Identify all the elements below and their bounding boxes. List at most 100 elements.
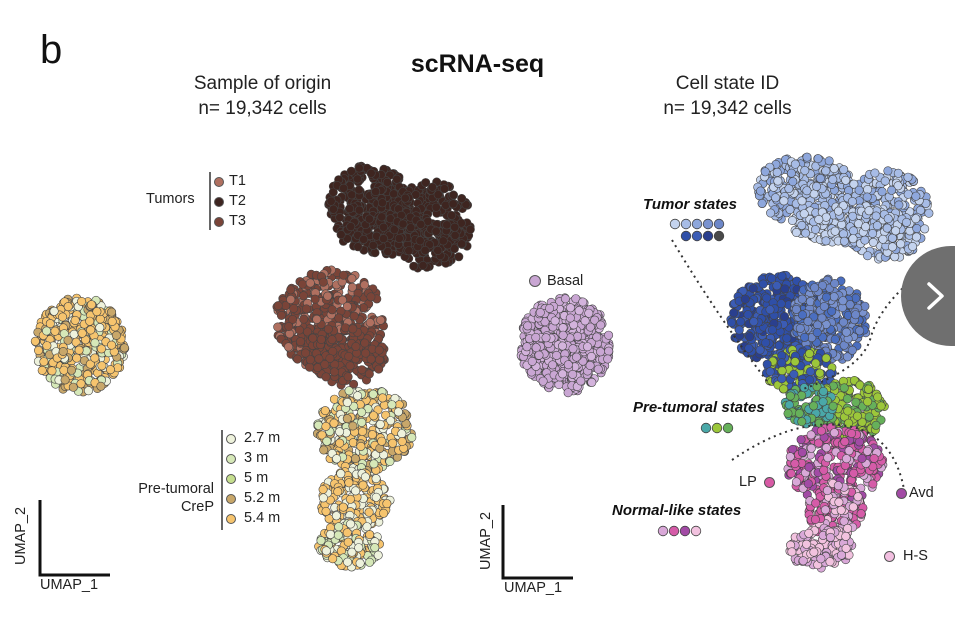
- cell-point: [799, 209, 809, 219]
- cell-point: [812, 182, 822, 192]
- cell-point: [322, 436, 332, 446]
- cell-point: [788, 177, 798, 187]
- cell-point: [397, 429, 407, 439]
- cell-point: [797, 220, 807, 230]
- cell-point: [782, 333, 792, 343]
- cell-point: [558, 369, 568, 379]
- cell-point: [780, 284, 790, 294]
- cell-point: [374, 345, 384, 355]
- cell-point: [755, 345, 765, 355]
- cell-point: [334, 313, 344, 323]
- cell-point: [765, 367, 775, 377]
- scatter-points: [30, 152, 934, 573]
- cell-point: [772, 281, 782, 291]
- cell-point: [736, 317, 746, 327]
- cell-point: [49, 306, 59, 316]
- cell-point: [431, 226, 441, 236]
- cell-point: [364, 369, 374, 379]
- cell-point: [815, 173, 825, 183]
- cell-point: [406, 223, 416, 233]
- cell-point: [342, 397, 352, 407]
- cell-point: [325, 529, 335, 539]
- cell-point: [448, 190, 458, 200]
- cell-point: [558, 330, 568, 340]
- cell-point: [58, 346, 68, 356]
- cell-point: [573, 331, 583, 341]
- cell-point: [297, 279, 307, 289]
- cell-point: [348, 324, 358, 334]
- cell-point: [890, 252, 900, 262]
- cell-point: [442, 220, 452, 230]
- cell-point: [871, 211, 881, 221]
- cell-point: [604, 346, 614, 356]
- cell-point: [604, 330, 614, 340]
- cell-point: [371, 187, 381, 197]
- cell-point: [361, 348, 371, 358]
- cell-point: [371, 474, 381, 484]
- cell-point: [321, 421, 331, 431]
- cell-point: [389, 225, 399, 235]
- cell-point: [584, 308, 594, 318]
- cell-point: [376, 315, 386, 325]
- cell-point: [318, 484, 328, 494]
- cell-point: [756, 186, 766, 196]
- cell-point: [830, 226, 840, 236]
- cell-point: [338, 502, 348, 512]
- cell-point: [743, 310, 753, 320]
- cell-point: [357, 365, 367, 375]
- cell-point: [319, 445, 329, 455]
- cell-point: [357, 417, 367, 427]
- cell-point: [852, 411, 862, 421]
- cell-point: [370, 543, 380, 553]
- cell-point: [354, 543, 364, 553]
- cell-point: [397, 436, 407, 446]
- cell-point: [331, 511, 341, 521]
- cell-point: [367, 430, 377, 440]
- cell-point: [802, 152, 812, 162]
- cell-point: [335, 213, 345, 223]
- cell-point: [765, 305, 775, 315]
- cell-point: [312, 314, 322, 324]
- cell-point: [538, 376, 548, 386]
- cell-point: [740, 294, 750, 304]
- cell-point: [357, 407, 367, 417]
- cell-point: [838, 229, 848, 239]
- cell-point: [908, 242, 918, 252]
- cell-point: [389, 189, 399, 199]
- cell-point: [457, 194, 467, 204]
- cell-point: [342, 414, 352, 424]
- cell-point: [813, 154, 823, 164]
- cell-point: [861, 222, 871, 232]
- cell-point: [344, 478, 354, 488]
- cell-point: [789, 369, 799, 379]
- cell-point: [286, 294, 296, 304]
- cell-point: [815, 368, 825, 378]
- cell-point: [830, 334, 840, 344]
- cell-point: [924, 208, 934, 218]
- cell-point: [595, 347, 605, 357]
- cell-point: [592, 332, 602, 342]
- cell-point: [465, 225, 475, 235]
- cell-point: [791, 304, 801, 314]
- cell-point: [346, 222, 356, 232]
- cell-point: [344, 386, 354, 396]
- cell-point: [571, 352, 581, 362]
- cell-point: [563, 360, 573, 370]
- cell-point: [310, 294, 320, 304]
- cell-point: [350, 454, 360, 464]
- cell-point: [901, 217, 911, 227]
- cell-point: [797, 417, 807, 427]
- cell-point: [531, 343, 541, 353]
- cell-point: [818, 397, 828, 407]
- cell-point: [77, 296, 87, 306]
- cell-point: [283, 342, 293, 352]
- cell-point: [345, 361, 355, 371]
- cell-point: [418, 260, 428, 270]
- cell-point: [368, 389, 378, 399]
- cell-point: [801, 228, 811, 238]
- cell-point: [85, 359, 95, 369]
- cell-point: [351, 486, 361, 496]
- cell-point: [289, 303, 299, 313]
- cell-point: [58, 312, 68, 322]
- cell-point: [777, 358, 787, 368]
